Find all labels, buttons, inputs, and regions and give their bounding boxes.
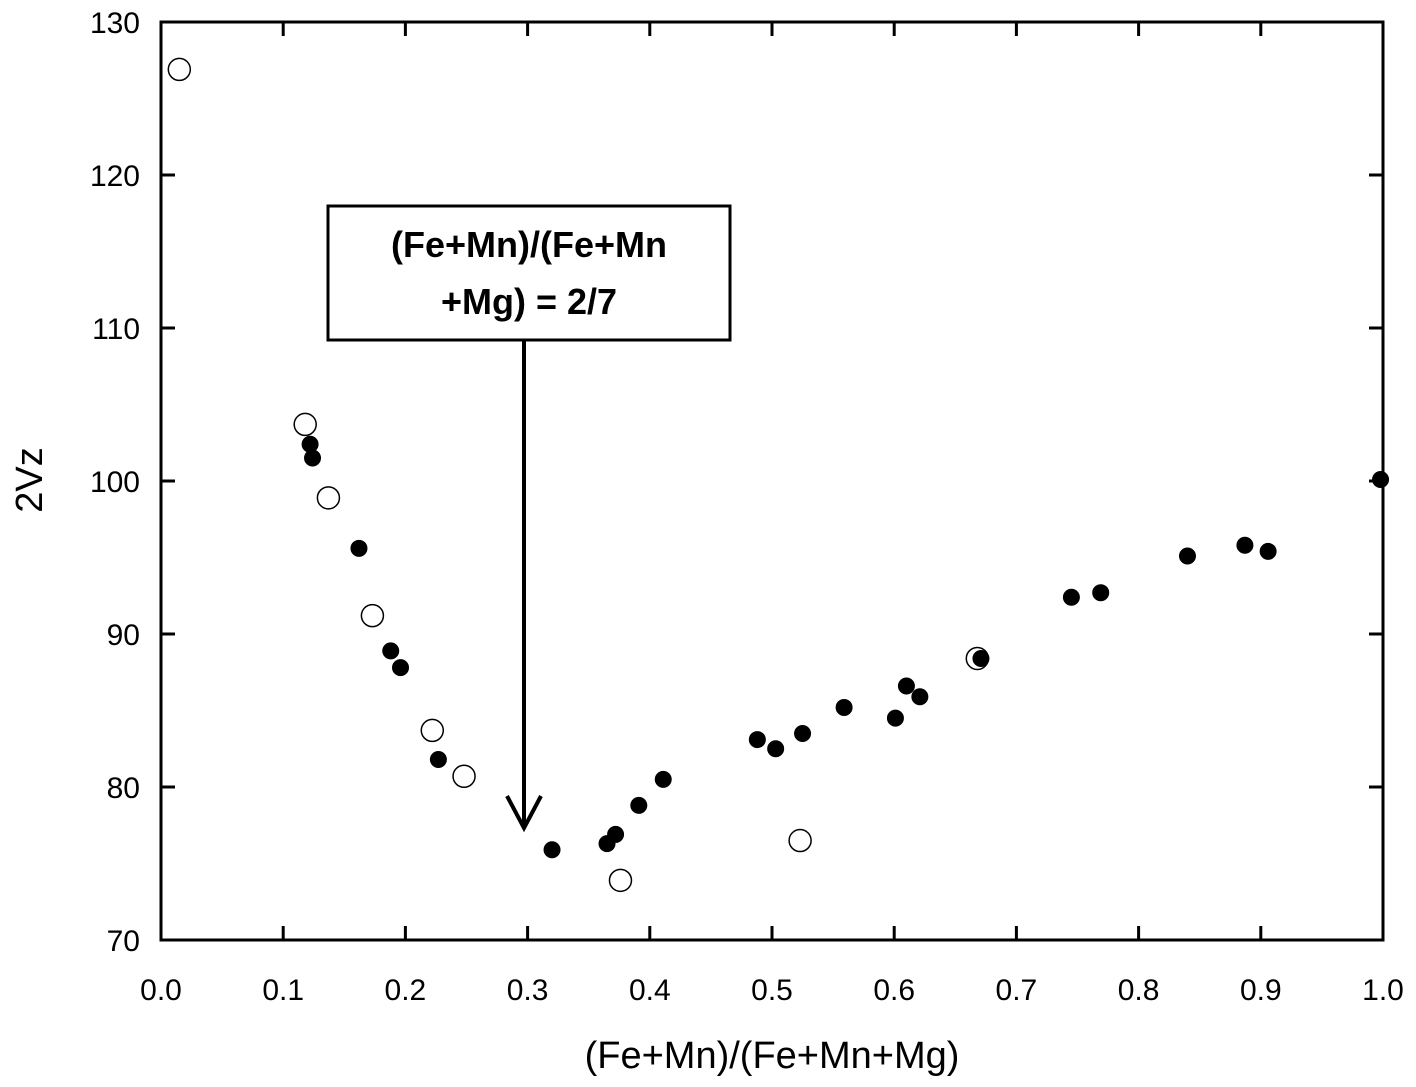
x-tick-label: 0.2 xyxy=(385,974,427,1007)
data-point xyxy=(897,677,915,695)
data-point xyxy=(654,770,672,788)
data-point xyxy=(382,642,400,660)
data-point xyxy=(293,412,317,437)
data-point xyxy=(1236,536,1254,554)
data-point xyxy=(316,486,341,510)
y-tick-label: 80 xyxy=(107,772,140,805)
data-point xyxy=(543,841,561,859)
data-point xyxy=(835,698,853,716)
data-point xyxy=(301,435,319,453)
x-tick-label: 0.0 xyxy=(140,974,182,1007)
data-point xyxy=(794,724,812,742)
data-point xyxy=(630,796,648,814)
data-point xyxy=(911,688,929,706)
x-tick-label: 0.4 xyxy=(629,974,671,1007)
data-point xyxy=(1062,588,1080,606)
data-point xyxy=(1259,542,1277,560)
data-point xyxy=(429,750,447,768)
y-tick-label: 90 xyxy=(107,619,140,652)
annotation-arrowhead xyxy=(505,795,543,833)
annotation-text: +Mg) = 2/7 xyxy=(441,281,617,322)
y-tick-label: 100 xyxy=(90,466,140,499)
annotation: (Fe+Mn)/(Fe+Mn +Mg) = 2/7 xyxy=(326,204,732,833)
annotation-text: (Fe+Mn)/(Fe+Mn xyxy=(391,224,667,265)
data-point xyxy=(1092,584,1110,602)
x-tick-label: 0.1 xyxy=(262,974,304,1007)
data-point xyxy=(304,449,322,467)
y-tick-label: 70 xyxy=(107,925,140,958)
x-tick-label: 0.5 xyxy=(751,974,793,1007)
data-point xyxy=(607,825,625,843)
y-tick-label: 120 xyxy=(90,160,140,193)
data-point xyxy=(767,740,785,758)
data-point xyxy=(886,709,904,727)
x-tick-label: 0.6 xyxy=(873,974,915,1007)
x-tick-label: 0.9 xyxy=(1240,974,1282,1007)
x-tick-label: 1.0 xyxy=(1362,974,1404,1007)
data-point xyxy=(420,718,445,743)
x-tick-label: 0.7 xyxy=(996,974,1038,1007)
data-point xyxy=(350,539,368,557)
data-point xyxy=(788,828,812,853)
data-point xyxy=(452,764,476,789)
x-tick-label: 0.3 xyxy=(507,974,549,1007)
y-axis-label: 2Vz xyxy=(9,447,51,512)
data-point xyxy=(392,659,410,677)
data-point xyxy=(972,649,990,667)
data-point xyxy=(167,57,192,82)
x-axis-label: (Fe+Mn)/(Fe+Mn+Mg) xyxy=(585,1035,960,1077)
data-point xyxy=(748,731,766,749)
y-tick-label: 130 xyxy=(90,7,140,40)
plot-frame xyxy=(159,20,1385,942)
data-point xyxy=(608,868,633,893)
data-point xyxy=(1178,547,1196,565)
annotation-box xyxy=(326,204,732,342)
y-tick-label: 110 xyxy=(92,313,140,346)
data-point xyxy=(1372,470,1390,488)
x-tick-label: 0.8 xyxy=(1118,974,1160,1007)
data-point xyxy=(360,603,385,628)
